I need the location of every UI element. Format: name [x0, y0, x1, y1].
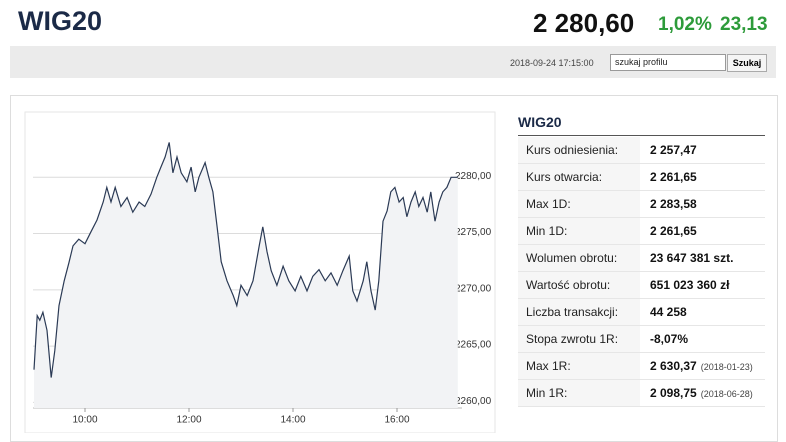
table-row: Min 1D: 2 261,65: [518, 218, 765, 245]
row-label: Min 1R:: [518, 380, 640, 406]
value-text: 2 261,65: [650, 170, 697, 184]
change: 23,13: [720, 14, 768, 35]
row-value: 651 023 360 zł: [650, 272, 729, 298]
row-value: 23 647 381 szt.: [650, 245, 733, 271]
change-pct: 1,02%: [658, 14, 712, 35]
row-value: 2 283,58: [650, 191, 697, 217]
table-row: Kurs otwarcia: 2 261,65: [518, 164, 765, 191]
row-label: Min 1D:: [518, 218, 640, 244]
table-row: Max 1D: 2 283,58: [518, 191, 765, 218]
chart: 2260,00 2265,00 2270,00 2275,00 2280,00 10:00…: [24, 111, 496, 433]
value-date: (2018-01-23): [700, 362, 753, 372]
search-button[interactable]: Szukaj: [727, 54, 767, 72]
row-label: Max 1R:: [518, 353, 640, 379]
row-label: Kurs odniesienia:: [518, 137, 640, 163]
table-row: Liczba transakcji: 44 258: [518, 299, 765, 326]
row-label: Kurs otwarcia:: [518, 164, 640, 190]
x-tick-label: 14:00: [280, 415, 305, 426]
value-text: 2 283,58: [650, 197, 697, 211]
divider: [518, 135, 765, 136]
value-text: -8,07%: [650, 332, 689, 346]
y-tick-label: 2265,00: [455, 340, 492, 351]
row-label: Wolumen obrotu:: [518, 245, 640, 271]
value-date: (2018-06-28): [700, 389, 753, 399]
timestamp: 2018-09-24 17:15:00: [510, 58, 594, 68]
row-label: Stopa zwrotu 1R:: [518, 326, 640, 352]
table-row: Min 1R: 2 098,75 (2018-06-28): [518, 380, 765, 407]
price: 2 280,60: [533, 8, 635, 38]
x-tick-label: 12:00: [176, 415, 201, 426]
table-row: Wolumen obrotu: 23 647 381 szt.: [518, 245, 765, 272]
table-title: WIG20: [518, 114, 562, 130]
value-text: 2 261,65: [650, 224, 697, 238]
value-text: 2 257,47: [650, 143, 697, 157]
page: {"header":{"title":"WIG20","price":"2 28…: [10, 6, 778, 442]
area: [34, 142, 458, 408]
table-row: Wartość obrotu: 651 023 360 zł: [518, 272, 765, 299]
row-label: Max 1D:: [518, 191, 640, 217]
row-value: -8,07%: [650, 326, 688, 352]
value-text: 44 258: [650, 305, 687, 319]
row-value: 2 261,65: [650, 164, 697, 190]
y-tick-label: 2260,00: [455, 396, 492, 407]
row-value: 2 257,47: [650, 137, 697, 163]
table-row: Kurs odniesienia: 2 257,47: [518, 137, 765, 164]
table-row: Stopa zwrotu 1R: -8,07%: [518, 326, 765, 353]
y-tick-label: 2275,00: [455, 227, 492, 238]
row-value: 44 258: [650, 299, 687, 325]
x-tick-label: 10:00: [72, 415, 97, 426]
value-text: 2 630,37: [650, 359, 697, 373]
value-text: 651 023 360 zł: [650, 278, 730, 292]
row-value: 2 098,75 (2018-06-28): [650, 380, 753, 407]
y-tick-label: 2270,00: [455, 283, 492, 294]
x-tick-label: 16:00: [384, 415, 409, 426]
row-value: 2 630,37 (2018-01-23): [650, 353, 753, 380]
row-label: Wartość obrotu:: [518, 272, 640, 298]
y-tick-label: 2280,00: [455, 171, 492, 182]
table-row: Max 1R: 2 630,37 (2018-01-23): [518, 353, 765, 380]
row-label: Liczba transakcji:: [518, 299, 640, 325]
value-text: 2 098,75: [650, 386, 697, 400]
value-text: 23 647 381 szt.: [650, 251, 734, 265]
price-line: [33, 142, 458, 378]
row-value: 2 261,65: [650, 218, 697, 244]
search-input[interactable]: szukaj profilu: [610, 54, 726, 71]
index-title: WIG20: [18, 6, 103, 36]
